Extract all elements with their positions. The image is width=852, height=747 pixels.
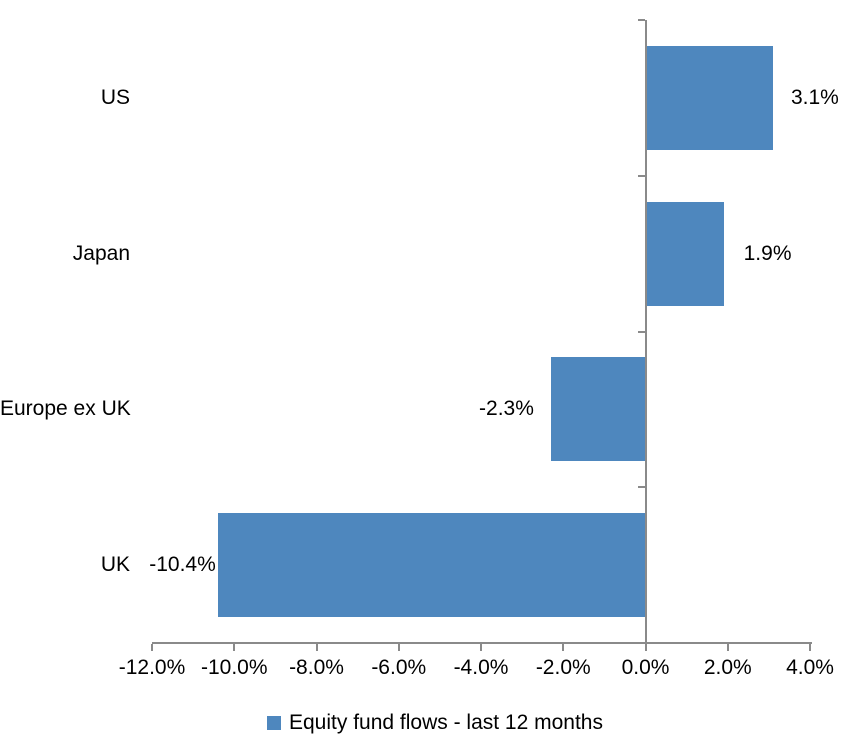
value-axis-tick bbox=[562, 644, 565, 651]
bar-europe-ex-uk bbox=[550, 357, 646, 462]
category-label-japan: Japan bbox=[72, 241, 130, 265]
category-axis-tick bbox=[637, 486, 645, 489]
legend-swatch-icon bbox=[267, 716, 281, 730]
category-label-uk: UK bbox=[100, 553, 130, 577]
legend: Equity fund flows - last 12 months bbox=[0, 707, 852, 739]
category-axis-tick bbox=[637, 174, 645, 177]
value-tick-label: -12.0% bbox=[118, 656, 186, 679]
data-label-us: 3.1% bbox=[790, 85, 839, 109]
bar-us bbox=[645, 45, 773, 150]
value-tick-label: -10.0% bbox=[200, 656, 268, 679]
data-label-japan: 1.9% bbox=[743, 241, 792, 265]
category-label-europe-ex-uk: Europe ex UK bbox=[0, 397, 131, 421]
category-axis-tick bbox=[637, 19, 645, 21]
bar-japan bbox=[645, 201, 724, 306]
value-axis-tick bbox=[397, 644, 400, 651]
value-axis-tick bbox=[809, 644, 811, 651]
value-axis-tick bbox=[644, 644, 647, 651]
value-axis-tick bbox=[480, 644, 482, 651]
value-axis-tick bbox=[315, 644, 318, 651]
category-axis-line bbox=[644, 20, 647, 643]
value-tick-label: 0.0% bbox=[621, 656, 670, 679]
value-axis-tick bbox=[233, 644, 236, 651]
value-tick-label: -4.0% bbox=[453, 656, 509, 679]
value-tick-label: -8.0% bbox=[289, 656, 344, 679]
value-tick-label: -6.0% bbox=[371, 656, 427, 679]
category-label-us: US bbox=[100, 85, 130, 109]
value-axis-tick bbox=[151, 644, 153, 651]
value-axis-line bbox=[152, 642, 812, 644]
data-label-uk: -10.4% bbox=[149, 553, 216, 577]
value-axis-tick bbox=[726, 644, 729, 651]
category-axis-tick bbox=[637, 330, 645, 333]
value-tick-label: -2.0% bbox=[535, 656, 591, 679]
value-tick-label: 4.0% bbox=[786, 656, 834, 679]
bar-uk bbox=[217, 513, 646, 618]
data-label-europe-ex-uk: -2.3% bbox=[479, 397, 534, 421]
value-tick-label: 2.0% bbox=[703, 656, 752, 679]
legend-label: Equity fund flows - last 12 months bbox=[289, 711, 603, 734]
